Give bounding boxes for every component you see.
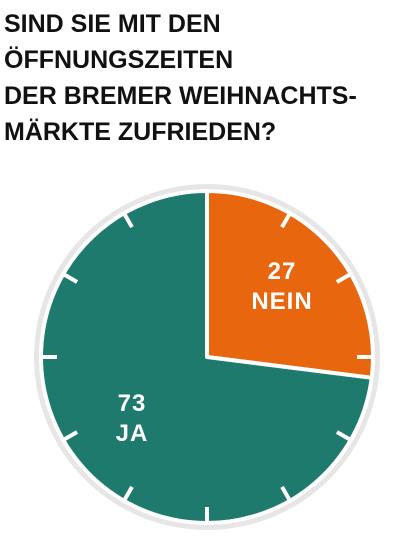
clock-tick [280,485,293,504]
clock-tick [335,271,354,284]
clock-tick [60,271,79,284]
pie [39,189,375,525]
clock-tick [335,430,354,443]
pie-slice [205,189,375,380]
pie-slice [39,189,374,525]
title-line: ÖFFNUNGSZEITEN [4,45,233,74]
clock-tick [280,210,293,229]
clock-tick [60,430,79,443]
clock-tick [121,485,134,504]
title-line: MÄRKTE ZUFRIEDEN? [4,118,276,146]
value-label: 73 [118,390,147,417]
title-line: SIND SIE MIT DEN [4,10,221,38]
category-label: JA [116,420,149,447]
category-label: NEIN [251,288,312,315]
value-label: 27 [268,258,297,285]
clock-ticks [39,189,375,525]
title: SIND SIE MIT DEN ÖFFNUNGSZEITEN DER BREMER… [4,10,357,146]
clock-tick [121,210,134,229]
title-line: DER BREMER WEIHNACHTS- [4,82,357,110]
labels: 27 NEIN 73 JA [116,258,312,447]
